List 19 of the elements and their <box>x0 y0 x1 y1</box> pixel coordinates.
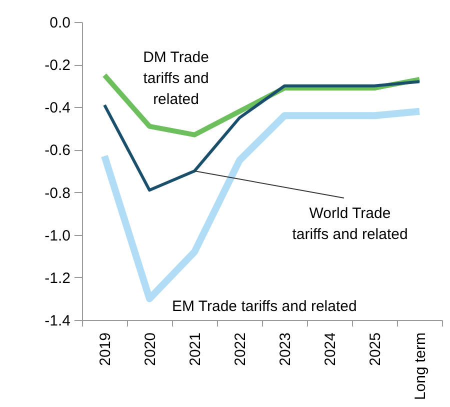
x-tick-label: 2019 <box>97 332 114 366</box>
x-tick-label: 2023 <box>277 332 294 366</box>
y-tick-label: -1.2 <box>44 270 70 287</box>
x-tick-label: Long term <box>412 332 429 400</box>
x-tick-label: 2024 <box>322 332 339 366</box>
series-label: DM Trade tariffs and related <box>143 49 209 108</box>
y-tick-label: -0.8 <box>44 184 70 202</box>
y-tick-label: -0.4 <box>44 100 70 117</box>
y-tick-label: -0.6 <box>44 142 70 160</box>
x-tick-label: 2025 <box>367 332 384 366</box>
x-tick-label: 2020 <box>142 332 159 366</box>
text: World Trade tariffs and related <box>292 205 408 243</box>
y-tick-label: 0.0 <box>50 14 70 32</box>
y-tick-label: -1.0 <box>44 227 70 244</box>
y-tick-label: -1.4 <box>44 312 70 330</box>
series-label: EM Trade tariffs and related <box>172 298 357 315</box>
x-tick-label: 2021 <box>187 332 204 366</box>
y-tick-label: -0.2 <box>44 57 70 74</box>
x-tick-label: 2022 <box>232 332 249 366</box>
